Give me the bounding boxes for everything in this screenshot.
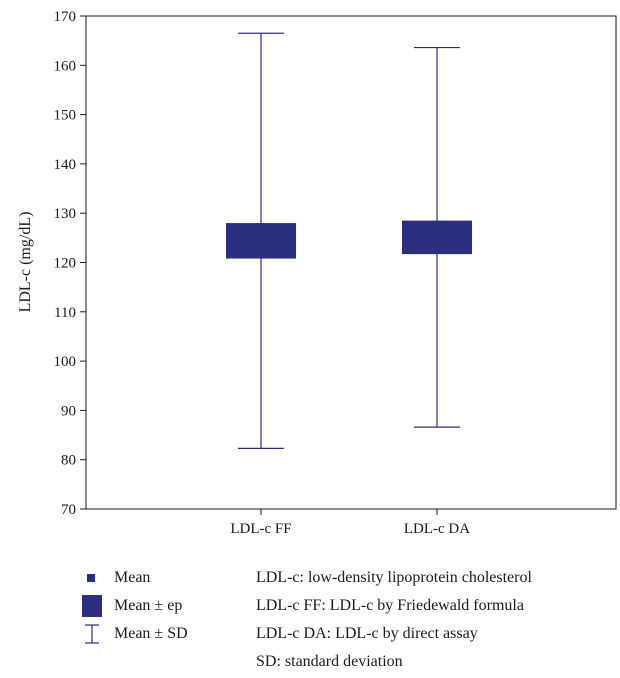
y-tick-label-110: 110 — [54, 305, 76, 321]
legend-item-sd-note: SD: standard deviation — [80, 650, 620, 674]
mean-sd-whisker-icon — [80, 622, 110, 646]
legend-note-ldl: LDL-c: low-density lipoprotein cholester… — [256, 569, 532, 586]
y-tick-label-170: 170 — [54, 9, 77, 25]
legend-label-mean-ep: Mean ± ep — [114, 597, 183, 614]
y-axis-label: LDL-c (mg/dL) — [17, 212, 34, 313]
legend-item-mean-sd: Mean ± SD LDL-c DA: LDL-c by direct assa… — [80, 622, 620, 646]
plot-frame — [85, 15, 617, 510]
plot-marks — [226, 32, 472, 449]
y-tick-label-80: 80 — [61, 453, 76, 469]
mean-marker-0 — [258, 237, 264, 244]
legend-note-sd: SD: standard deviation — [256, 653, 403, 670]
legend-label-mean-sd: Mean ± SD — [114, 625, 188, 642]
y-tick-label-130: 130 — [54, 206, 77, 222]
legend-note-ff: LDL-c FF: LDL-c by Friedewald formula — [256, 597, 524, 614]
y-tick-label-150: 150 — [54, 108, 77, 124]
y-tick-label-90: 90 — [61, 403, 76, 419]
legend-note-da: LDL-c DA: LDL-c by direct assay — [256, 625, 478, 642]
y-tick-label-140: 140 — [54, 157, 77, 173]
legend-item-mean-ep: Mean ± ep LDL-c FF: LDL-c by Friedewald … — [80, 594, 620, 618]
y-tick-label-160: 160 — [54, 58, 77, 74]
x-tick-label-1: LDL-c DA — [404, 521, 470, 537]
y-tick-label-70: 70 — [61, 502, 76, 518]
legend-label-mean: Mean — [114, 569, 151, 586]
y-tick-label-120: 120 — [54, 256, 77, 272]
x-axis: LDL-c FF LDL-c DA — [230, 509, 470, 537]
x-tick-label-0: LDL-c FF — [230, 521, 291, 537]
mean-square-icon — [80, 566, 110, 590]
box-group-0 — [226, 32, 296, 449]
y-tick-label-100: 100 — [54, 354, 77, 370]
mean-marker-1 — [434, 234, 440, 241]
mean-ep-box-icon — [80, 594, 110, 618]
y-axis: 70 80 90 100 110 120 130 140 150 160 170 — [54, 9, 86, 518]
legend-item-mean: Mean LDL-c: low-density lipoprotein chol… — [80, 566, 620, 590]
box-group-1 — [402, 46, 472, 428]
